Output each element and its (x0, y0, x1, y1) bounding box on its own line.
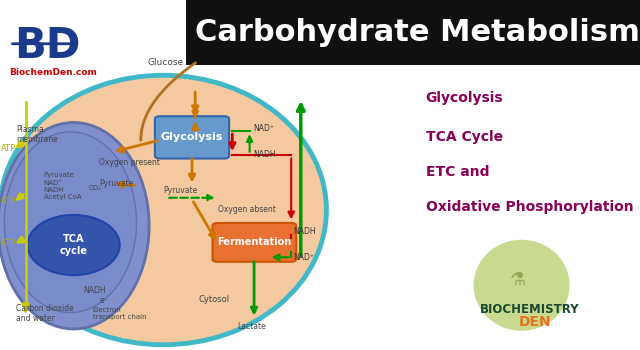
Text: BIOCHEMISTRY: BIOCHEMISTRY (480, 303, 580, 316)
Text: ATP: ATP (1, 239, 17, 248)
Text: NADH: NADH (293, 226, 316, 236)
Ellipse shape (0, 75, 326, 345)
Text: Cytosol: Cytosol (198, 295, 230, 304)
Text: BD: BD (14, 25, 81, 66)
Text: NAD⁺: NAD⁺ (44, 180, 63, 186)
Text: BiochemDen.com: BiochemDen.com (10, 68, 97, 77)
Text: Glycolysis: Glycolysis (161, 132, 223, 142)
Text: Oxidative Phosphorylation: Oxidative Phosphorylation (426, 199, 633, 213)
Text: ATP: ATP (1, 197, 17, 206)
Ellipse shape (474, 240, 570, 331)
Text: NAD⁺: NAD⁺ (253, 124, 274, 133)
Text: Electron
transport chain: Electron transport chain (93, 307, 147, 320)
Text: CO₂: CO₂ (88, 185, 101, 191)
Text: Carbon dioxide
and water: Carbon dioxide and water (16, 303, 74, 323)
Text: Oxygen absent: Oxygen absent (218, 205, 275, 215)
Text: Carbohydrate Metabolism: Carbohydrate Metabolism (195, 18, 640, 47)
Text: DEN: DEN (518, 315, 551, 329)
Text: Plasma
membrane: Plasma membrane (16, 125, 58, 145)
Ellipse shape (4, 132, 136, 313)
Text: Lactate: Lactate (237, 322, 266, 331)
Text: Pyruvate: Pyruvate (163, 186, 198, 195)
Text: Pyruvate: Pyruvate (44, 172, 74, 178)
Text: Fermentation: Fermentation (217, 237, 292, 247)
Text: Oxygen present: Oxygen present (99, 158, 160, 167)
Text: NADH: NADH (253, 150, 275, 159)
Ellipse shape (0, 122, 149, 329)
Text: ATP: ATP (1, 144, 17, 153)
FancyBboxPatch shape (212, 223, 296, 262)
Text: Pyruvate: Pyruvate (99, 179, 134, 188)
Text: Acetyl CoA: Acetyl CoA (44, 194, 81, 200)
Text: NADH: NADH (83, 286, 106, 295)
Text: Glycolysis: Glycolysis (426, 91, 503, 105)
Text: Glucose: Glucose (147, 58, 183, 67)
Ellipse shape (28, 215, 120, 275)
Bar (186, 0, 640, 65)
Text: ETC and: ETC and (426, 164, 489, 178)
Text: e⁻: e⁻ (99, 296, 108, 305)
Text: TCA
cycle: TCA cycle (60, 234, 88, 256)
Text: NAD⁺: NAD⁺ (293, 253, 314, 262)
FancyBboxPatch shape (155, 116, 229, 159)
Text: NADH: NADH (44, 187, 64, 193)
Text: TCA Cycle: TCA Cycle (426, 130, 503, 144)
Text: ⚗: ⚗ (510, 271, 527, 289)
